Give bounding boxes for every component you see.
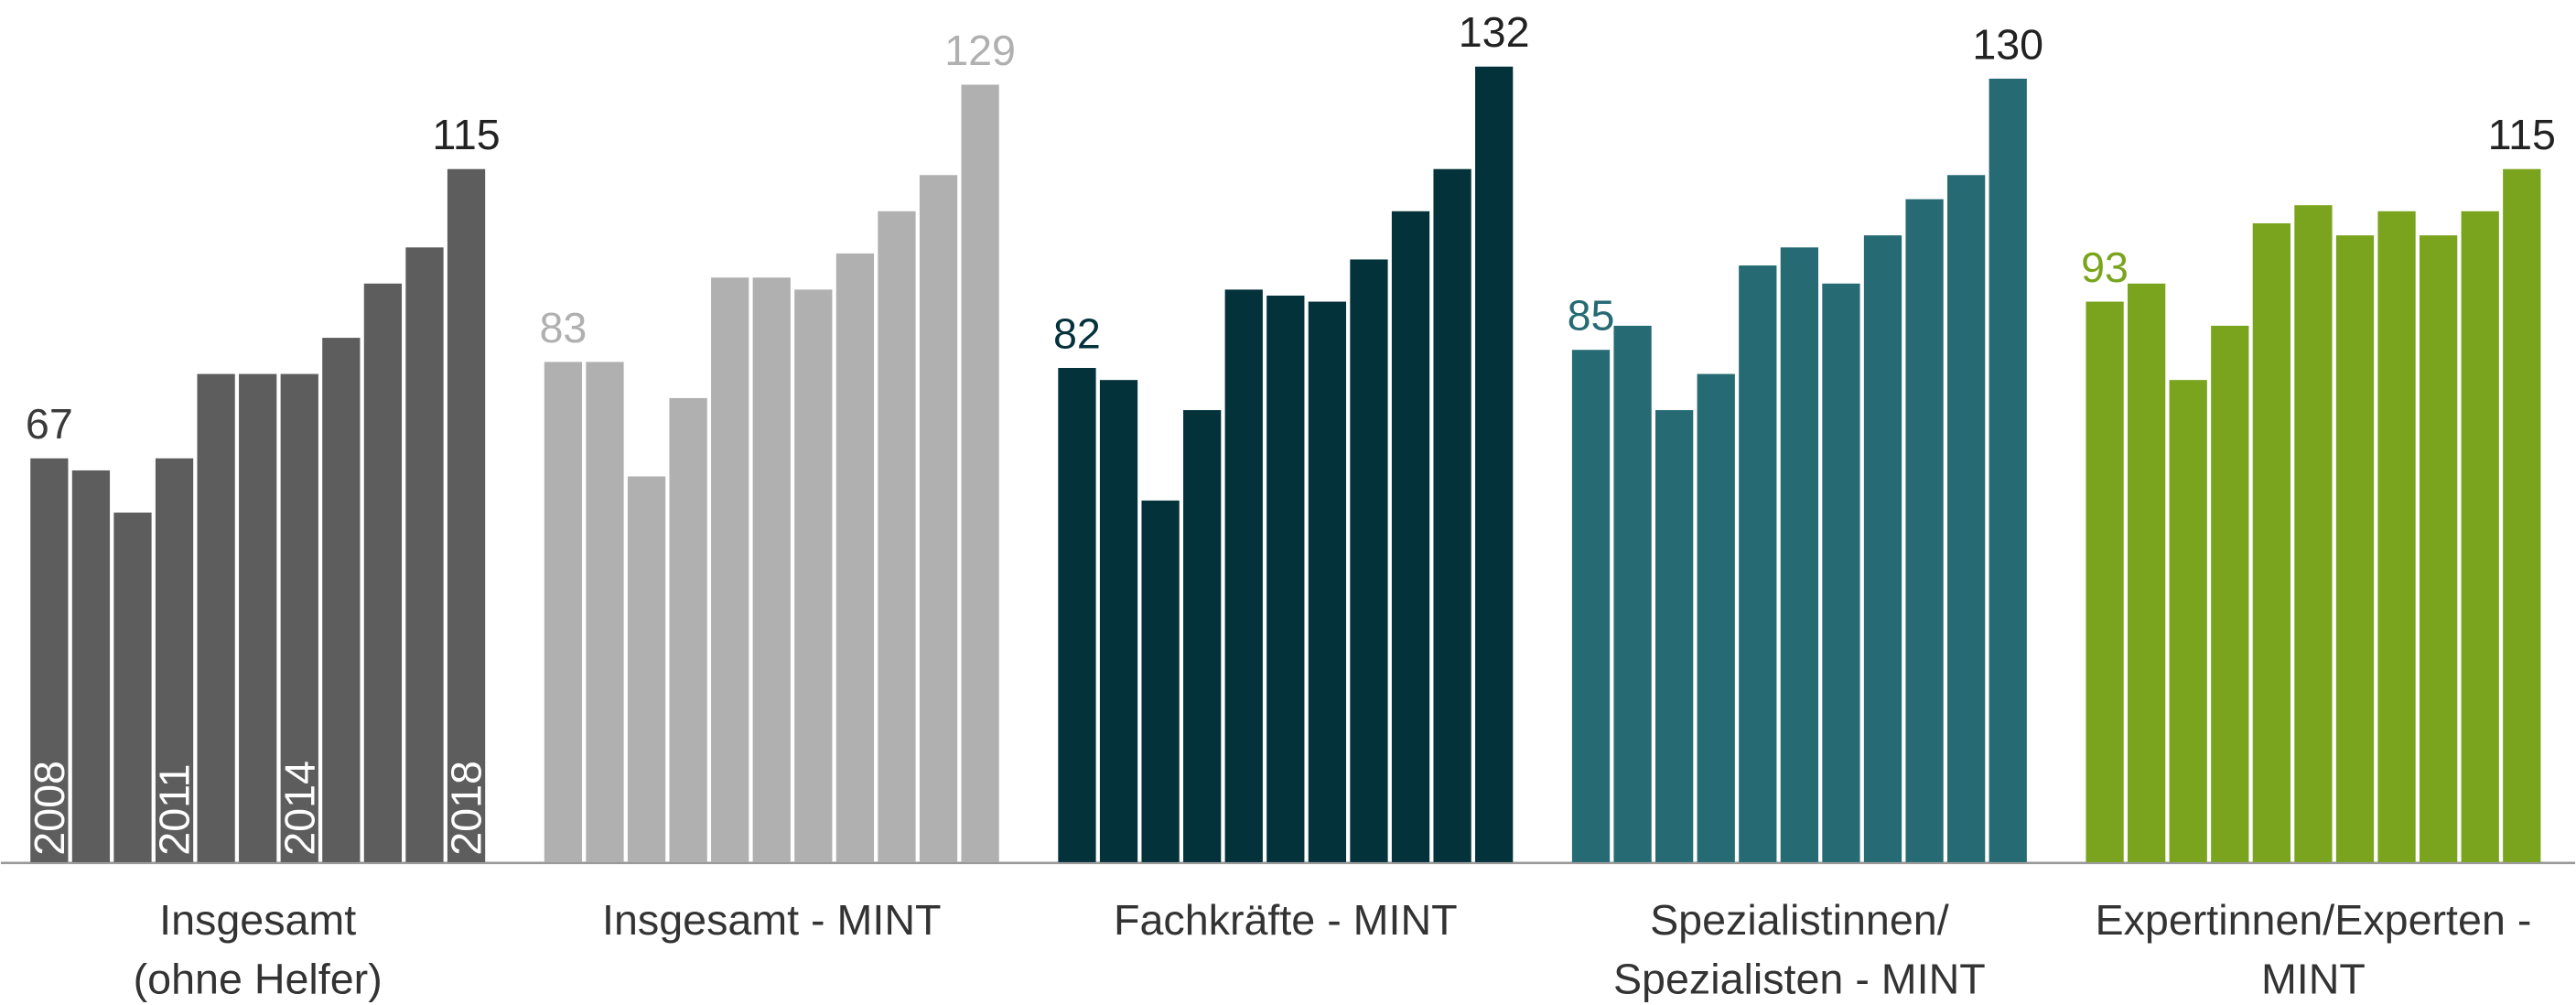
bar [2420,235,2458,862]
value-label: 132 [1459,8,1530,56]
bar [2294,205,2333,862]
bar [2086,301,2124,862]
bar [1739,265,1777,862]
bar [1697,373,1735,862]
bar [322,338,361,862]
value-label: 129 [944,27,1016,74]
bar [919,175,958,862]
bar [2503,168,2541,862]
bar [627,476,666,862]
bar [835,253,875,862]
group-label: Insgesamt - MINT [602,896,941,944]
value-label: 115 [432,111,500,158]
bar [280,373,318,862]
year-label: 2008 [26,761,73,856]
bar [1822,283,1860,862]
bar [447,168,486,862]
bar [1905,199,1944,862]
bar [1780,247,1818,862]
bar [961,84,999,862]
value-label: 83 [539,304,587,351]
value-label: 85 [1568,292,1615,340]
bar [1141,500,1180,862]
bar [711,277,749,862]
bar [1989,78,2027,862]
bar [1391,211,1430,862]
bar [2252,222,2290,862]
bar [1224,289,1263,862]
bar [2377,211,2416,862]
year-label: 2014 [275,761,323,856]
bar [1433,168,1471,862]
bar [71,470,111,862]
bar [2335,235,2375,862]
bar [30,458,69,862]
bar [1266,295,1305,862]
bar [113,513,152,862]
bar [405,247,444,862]
group-label: Fachkräfte - MINT [1114,896,1458,944]
bar [2128,283,2166,862]
bar [363,283,403,862]
bar [1058,367,1096,862]
value-label: 115 [2488,111,2556,158]
bar [1947,175,1986,862]
bar [586,362,624,862]
bar [544,362,583,862]
group-label: Expertinnen/Experten -MINT [2095,896,2531,1003]
bar [1475,66,1514,862]
bar [2461,211,2499,862]
bar [2211,325,2249,862]
bar [1613,325,1652,862]
group-label: Spezialistinnen/Spezialisten - MINT [1613,896,1986,1003]
bar [239,373,277,862]
bar [1863,235,1902,862]
bar [1350,259,1388,862]
bar [1655,410,1694,862]
bar [197,373,235,862]
bar [794,289,833,862]
bar [752,277,791,862]
year-label: 2018 [443,761,490,856]
bar [1099,380,1138,862]
bar [1571,350,1611,862]
value-label: 67 [26,400,73,448]
bar [669,397,707,862]
bar [878,211,916,862]
value-label: 82 [1053,309,1101,357]
bar [1183,410,1222,862]
value-label: 130 [1972,20,2043,68]
bar [1308,301,1347,862]
group-label: Insgesamt (ohne Helfer) [134,896,383,1003]
bar [155,458,194,862]
bar [2169,380,2207,862]
year-label: 2011 [151,763,199,855]
value-label: 93 [2081,243,2129,291]
